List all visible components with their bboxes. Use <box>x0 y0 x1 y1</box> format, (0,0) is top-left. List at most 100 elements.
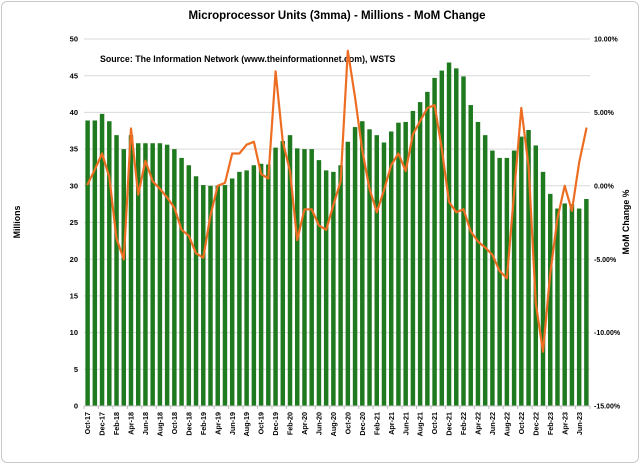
bar <box>468 105 473 406</box>
x-tick-label: Oct-22 <box>517 412 526 434</box>
x-tick-label: Dec-21 <box>445 412 454 436</box>
left-tick-label: 50 <box>70 35 78 44</box>
bar <box>222 185 228 406</box>
bar <box>157 143 163 407</box>
right-tick-label: -10.00% <box>594 330 621 337</box>
left-tick-label: 35 <box>70 145 78 154</box>
left-tick-label: 5 <box>74 365 78 374</box>
bar <box>439 70 445 406</box>
bar <box>374 135 379 406</box>
bar <box>352 127 358 406</box>
bar <box>237 171 242 406</box>
bar <box>584 199 589 406</box>
left-tick-label: 30 <box>70 181 78 190</box>
bar <box>331 171 336 406</box>
bar <box>266 164 271 406</box>
bar <box>287 135 293 406</box>
x-tick-label: Jun-18 <box>141 412 150 435</box>
bar <box>201 185 206 406</box>
right-tick-label: 10.00% <box>594 37 619 44</box>
bar <box>417 102 423 407</box>
bar <box>504 157 510 406</box>
bar <box>85 120 90 406</box>
bar <box>179 157 184 406</box>
bar <box>562 203 567 406</box>
bar <box>497 157 502 406</box>
x-tick-label: Dec-19 <box>271 412 280 436</box>
bar <box>208 185 213 406</box>
x-tick-label: Feb-18 <box>112 412 121 435</box>
x-tick-label: Dec-17 <box>98 412 107 436</box>
bar <box>92 120 98 406</box>
x-tick-label: Aug-20 <box>329 412 338 436</box>
bar <box>150 143 155 407</box>
bar <box>446 62 452 407</box>
x-tick-label: Aug-19 <box>242 412 251 436</box>
bar <box>540 171 546 406</box>
bar <box>128 135 134 406</box>
bar <box>99 113 105 407</box>
bar <box>229 178 235 406</box>
x-axis <box>83 405 591 409</box>
bar <box>482 135 488 406</box>
bar <box>135 143 141 407</box>
right-tick-label: -15.00% <box>594 404 621 411</box>
bar <box>548 193 553 406</box>
x-axis-labels: Oct-17 Dec-17 Feb-18 Apr-18 Jun-18 Aug-18 Oct-… <box>83 412 584 436</box>
x-tick-label: Apr-23 <box>560 412 569 435</box>
bar <box>454 68 459 407</box>
x-tick-label: Oct-18 <box>170 412 179 434</box>
bar <box>526 130 531 406</box>
bar <box>114 135 119 406</box>
bar <box>410 110 416 407</box>
bar <box>569 204 575 406</box>
bar <box>121 149 126 406</box>
bar <box>338 165 343 406</box>
bar <box>302 149 307 406</box>
left-tick-label: 15 <box>70 292 78 301</box>
x-tick-label: Feb-21 <box>372 412 381 435</box>
bar <box>309 149 314 406</box>
x-tick-label: Jun-21 <box>401 412 410 435</box>
x-tick-label: Jun-23 <box>575 412 584 435</box>
x-tick-label: Feb-22 <box>459 412 468 435</box>
x-tick-label: Apr-18 <box>127 412 136 435</box>
x-tick-label: Feb-20 <box>286 412 295 435</box>
bar <box>425 91 430 406</box>
source-annotation: Source: The Information Network (www.the… <box>100 54 396 64</box>
right-tick-label: 0.00% <box>594 183 615 190</box>
bar <box>316 160 322 406</box>
x-tick-label: Jun-19 <box>228 412 237 435</box>
bar <box>244 170 249 406</box>
left-tick-label: 45 <box>70 71 78 80</box>
left-tick-label: 20 <box>70 255 78 264</box>
bar <box>490 150 495 406</box>
x-tick-label: Apr-22 <box>474 412 483 435</box>
left-tick-label: 10 <box>70 328 78 337</box>
bar <box>280 141 286 406</box>
bar <box>396 122 401 407</box>
bar <box>403 121 408 406</box>
left-axis-tick-labels: 0 5 10 15 20 25 30 35 40 45 50 <box>70 35 78 411</box>
right-tick-label: -5.00% <box>594 257 617 264</box>
bar <box>323 170 329 406</box>
bar <box>143 143 148 407</box>
bar <box>107 121 112 407</box>
bar <box>519 136 524 406</box>
bar <box>258 163 264 406</box>
mom-change-line <box>86 49 588 353</box>
x-tick-label: Dec-22 <box>531 412 540 436</box>
bar <box>295 148 300 406</box>
left-tick-label: 40 <box>70 108 78 117</box>
x-tick-label: Aug-18 <box>156 412 165 436</box>
bar <box>367 129 372 406</box>
bar <box>360 121 365 407</box>
left-tick-label: 25 <box>70 218 78 227</box>
x-tick-label: Oct-17 <box>83 412 92 434</box>
x-tick-label: Aug-22 <box>502 412 511 436</box>
bar <box>164 144 170 406</box>
x-tick-label: Oct-19 <box>257 412 266 434</box>
x-tick-label: Aug-21 <box>416 412 425 436</box>
